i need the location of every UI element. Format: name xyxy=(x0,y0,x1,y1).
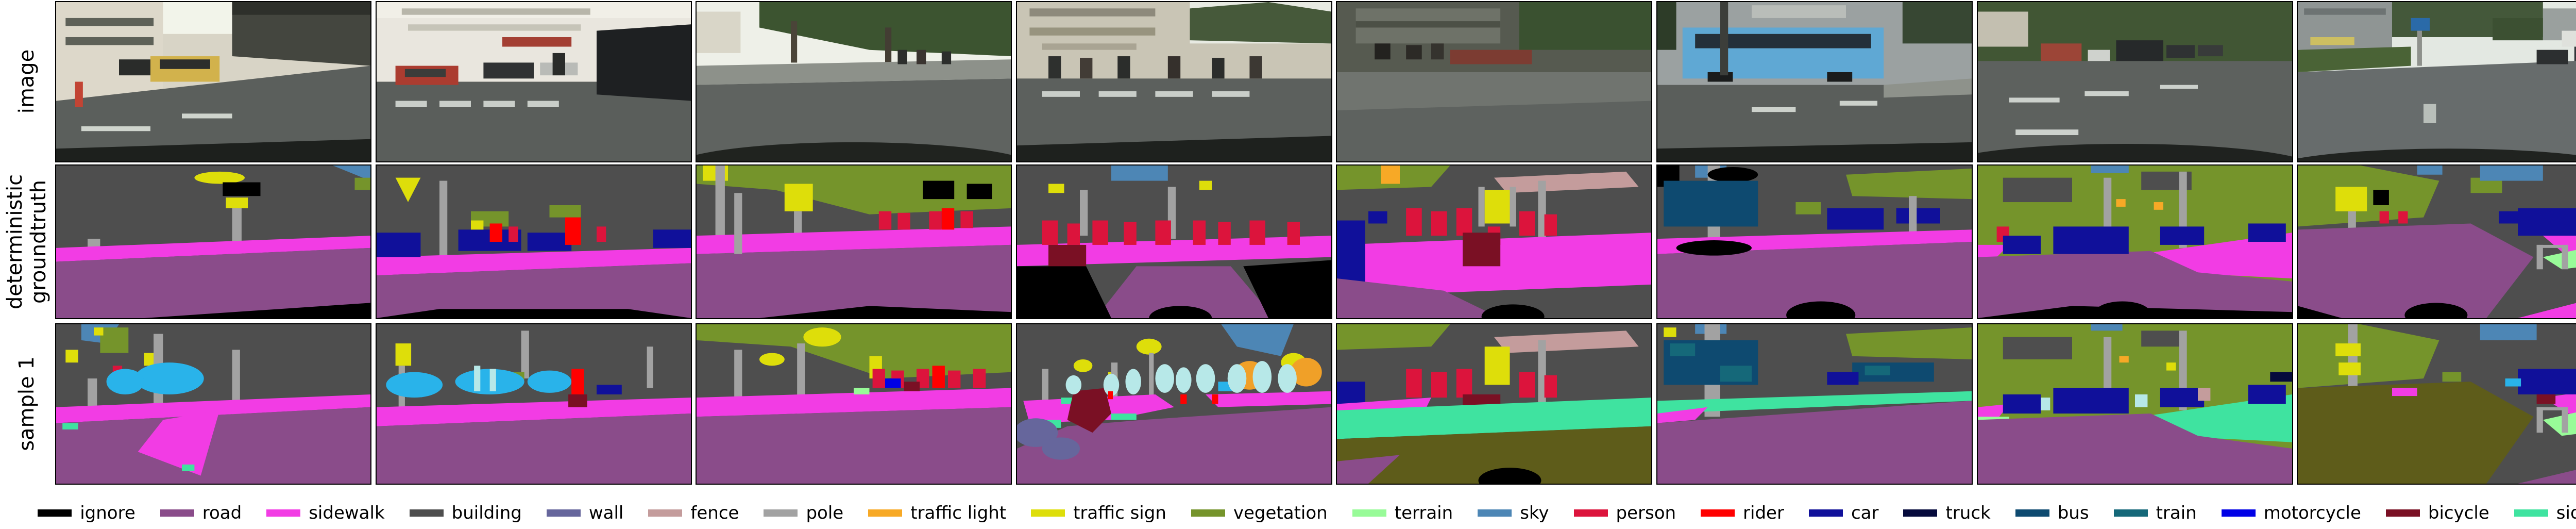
legend-item-terrain: terrain xyxy=(1352,504,1453,522)
legend-label: traffic sign xyxy=(1073,503,1166,523)
legend-label: pole xyxy=(806,503,844,523)
sample-panel-1 xyxy=(55,323,371,485)
image-panel-8 xyxy=(2297,1,2576,162)
legend-item-bicycle: bicycle xyxy=(2385,503,2489,523)
legend-item-fence: fence xyxy=(648,504,739,522)
groundtruth-panel-5 xyxy=(1336,164,1653,319)
legend-swatch-traffic_light xyxy=(868,509,903,517)
legend-swatch-building xyxy=(409,509,444,517)
image-panel-7 xyxy=(1976,1,2293,162)
row-label-line: sample 1 xyxy=(15,356,39,451)
legend-item-truck: truck xyxy=(1903,503,1991,523)
legend-item-bus: bus xyxy=(2015,504,2089,522)
legend-swatch-traffic_sign xyxy=(1031,509,1065,517)
legend-swatch-car xyxy=(1808,509,1843,517)
legend-swatch-train xyxy=(2113,509,2148,517)
image-panel-4 xyxy=(1015,1,1332,162)
legend-label: road xyxy=(202,503,242,523)
groundtruth-panel-7 xyxy=(1976,164,2293,319)
legend-label: train xyxy=(2156,503,2197,523)
legend-label: car xyxy=(1851,503,1879,523)
legend-item-road: road xyxy=(160,504,242,522)
groundtruth-panel-8 xyxy=(2297,164,2576,319)
legend-item-pole: pole xyxy=(764,504,843,522)
legend-item-rider: rider xyxy=(1701,504,1784,522)
sample-panel-5 xyxy=(1336,323,1653,485)
row-label-line: groundtruth xyxy=(27,179,50,304)
legend-item-person: person xyxy=(1573,503,1676,523)
legend-swatch-person xyxy=(1573,509,1608,517)
row-label-line: image xyxy=(15,49,39,114)
legend-swatch-sky xyxy=(1478,509,1512,517)
legend-label: traffic light xyxy=(910,503,1007,523)
legend-item-sky: sky xyxy=(1478,504,1549,522)
legend-label: sidewalk xyxy=(309,503,385,523)
legend-label: truck xyxy=(1945,503,1991,523)
legend-swatch-terrain xyxy=(1352,509,1386,517)
legend-swatch-ignore xyxy=(38,509,72,517)
legend-label: bus xyxy=(2057,503,2089,523)
sample-panel-3 xyxy=(696,323,1012,485)
legend-swatch-road xyxy=(160,509,194,517)
legend-label: vegetation xyxy=(1233,503,1328,523)
legend-item-ignore: ignore xyxy=(38,504,135,522)
legend-item-wall: wall xyxy=(546,503,624,523)
legend-label: fence xyxy=(690,503,739,523)
legend-item-train: train xyxy=(2113,503,2197,523)
sample-panel-7 xyxy=(1976,323,2293,485)
row-label-line: deterministic xyxy=(3,174,27,310)
row-label-groundtruth: deterministic groundtruth xyxy=(3,174,50,309)
groundtruth-panel-1 xyxy=(55,164,371,319)
legend-label: bicycle xyxy=(2428,503,2489,523)
legend-swatch-sidewalk xyxy=(266,509,301,517)
legend-item-vegetation: vegetation xyxy=(1191,504,1328,522)
sample-panel-2 xyxy=(375,323,692,485)
legend-swatch-motorcycle xyxy=(2221,509,2256,517)
legend-label: wall xyxy=(588,503,624,523)
legend-swatch-sidewalk_2 xyxy=(2514,509,2548,517)
image-panel-2 xyxy=(375,1,692,162)
legend-label: building xyxy=(451,503,522,523)
legend-item-sidewalk: sidewalk xyxy=(266,503,385,523)
image-panel-3 xyxy=(696,1,1012,162)
sample-panel-8 xyxy=(2297,323,2576,485)
legend-swatch-pole xyxy=(764,509,798,517)
legend-item-traffic_sign: traffic sign xyxy=(1031,504,1166,522)
legend-label: sidewalk_2 xyxy=(2556,503,2576,523)
legend-item-traffic_light: traffic light xyxy=(868,504,1006,522)
sample-panel-6 xyxy=(1656,323,1973,485)
groundtruth-panel-3 xyxy=(696,164,1012,319)
legend-item-sidewalk_2: sidewalk_2 xyxy=(2514,504,2576,522)
legend-label: sky xyxy=(1520,503,1549,523)
legend-label: motorcycle xyxy=(2263,503,2361,523)
groundtruth-panel-2 xyxy=(375,164,692,319)
legend-label: rider xyxy=(1743,503,1784,523)
legend-swatch-truck xyxy=(1903,509,1938,517)
legend-swatch-wall xyxy=(546,509,581,517)
image-panel-1 xyxy=(55,1,371,162)
legend-item-building: building xyxy=(409,503,522,523)
legend-swatch-vegetation xyxy=(1191,509,1225,517)
row-label-sample: sample 1 xyxy=(15,356,39,451)
image-panel-5 xyxy=(1336,1,1653,162)
legend-swatch-rider xyxy=(1701,509,1735,517)
legend-label: ignore xyxy=(80,503,135,523)
row-label-image: image xyxy=(15,49,39,114)
legend-swatch-bicycle xyxy=(2385,509,2420,517)
groundtruth-panel-4 xyxy=(1015,164,1332,319)
legend-item-motorcycle: motorcycle xyxy=(2221,503,2361,523)
class-legend: ignore road sidewalk building wall fence pole t… xyxy=(0,501,2576,525)
legend-label: terrain xyxy=(1394,503,1453,523)
legend-label: person xyxy=(1616,503,1676,523)
legend-swatch-bus xyxy=(2015,509,2049,517)
image-panel-6 xyxy=(1656,1,1973,162)
sample-panel-4 xyxy=(1015,323,1332,485)
legend-item-car: car xyxy=(1808,503,1879,523)
legend-swatch-fence xyxy=(648,509,683,517)
groundtruth-panel-6 xyxy=(1656,164,1973,319)
